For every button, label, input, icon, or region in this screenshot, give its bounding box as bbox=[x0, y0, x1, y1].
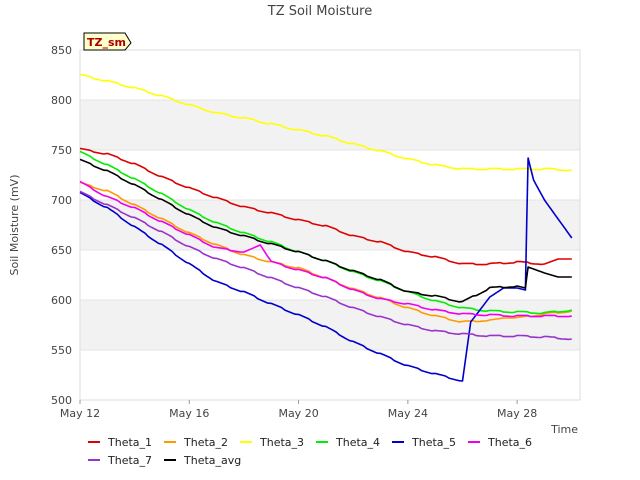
legend-label: Theta_avg bbox=[183, 454, 241, 467]
y-axis-ticks: 500 550 600 650 700 750 800 850 bbox=[51, 44, 72, 407]
y-tick-label: 750 bbox=[51, 144, 72, 157]
grid-band bbox=[80, 200, 580, 250]
series-line-theta-3 bbox=[79, 73, 572, 172]
plot-frame bbox=[79, 49, 581, 401]
y-tick-label: 850 bbox=[51, 44, 72, 57]
series-line-theta-6 bbox=[79, 180, 572, 318]
x-tick-label: May 12 bbox=[60, 407, 100, 420]
legend-label: Theta_6 bbox=[487, 436, 532, 449]
x-axis-ticks: May 12 May 16 May 20 May 24 May 28 bbox=[60, 400, 537, 420]
legend-label: Theta_3 bbox=[259, 436, 304, 449]
legend-label: Theta_2 bbox=[183, 436, 228, 449]
y-tick-label: 550 bbox=[51, 344, 72, 357]
y-tick-label: 500 bbox=[51, 394, 72, 407]
x-tick-label: May 20 bbox=[278, 407, 318, 420]
grid-band bbox=[80, 100, 580, 150]
y-tick-label: 800 bbox=[51, 94, 72, 107]
y-tick-label: 650 bbox=[51, 244, 72, 257]
y-tick-label: 700 bbox=[51, 194, 72, 207]
series-line-theta-avg bbox=[79, 158, 572, 303]
legend-label: Theta_1 bbox=[107, 436, 152, 449]
grid-band bbox=[80, 300, 580, 350]
chart-title: TZ Soil Moisture bbox=[267, 4, 373, 19]
tz-sm-badge: TZ_sm bbox=[83, 32, 132, 51]
badge-label: TZ_sm bbox=[87, 36, 126, 49]
legend-label: Theta_7 bbox=[107, 454, 152, 467]
x-tick-label: May 28 bbox=[497, 407, 537, 420]
x-tick-label: May 24 bbox=[388, 407, 428, 420]
legend-label: Theta_5 bbox=[411, 436, 456, 449]
legend-label: Theta_4 bbox=[335, 436, 380, 449]
y-tick-label: 600 bbox=[51, 294, 72, 307]
background-bands bbox=[80, 100, 580, 350]
series-line-theta-5 bbox=[79, 157, 573, 382]
series-line-theta-7 bbox=[79, 190, 572, 341]
y-axis-label: Soil Moisture (mV) bbox=[8, 175, 21, 276]
x-axis-label: Time bbox=[550, 423, 578, 436]
series-lines bbox=[79, 73, 573, 382]
legend: Theta_1 Theta_2 Theta_3 Theta_4 Theta_5 Theta… bbox=[88, 436, 532, 467]
x-tick-label: May 16 bbox=[169, 407, 209, 420]
badge-shape bbox=[83, 32, 132, 51]
series-line-theta-1 bbox=[79, 147, 572, 266]
